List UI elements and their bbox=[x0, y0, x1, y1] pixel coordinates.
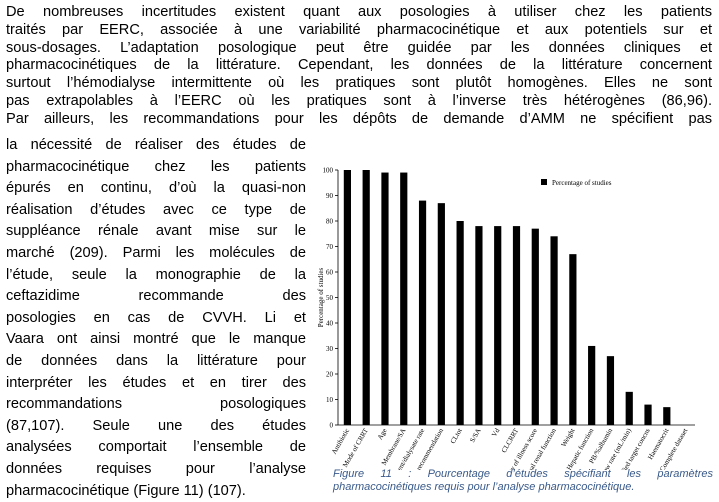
text-line: de données dans la littérature pour bbox=[6, 353, 306, 369]
legend-swatch bbox=[541, 179, 547, 185]
bar bbox=[625, 391, 633, 425]
y-tick-label: 10 bbox=[326, 396, 334, 404]
text-line: marché (209). Parmi les molécules de bbox=[6, 245, 306, 261]
y-tick-label: 30 bbox=[326, 345, 334, 353]
text-line: pharmacocinétique chez les patients bbox=[6, 158, 306, 175]
x-tick-label: S/SA bbox=[468, 427, 482, 444]
bar bbox=[569, 254, 577, 425]
bar bbox=[456, 221, 464, 425]
text-line: traités par EERC, associée à une variabi… bbox=[6, 21, 712, 38]
bar bbox=[381, 172, 389, 425]
bar bbox=[418, 200, 427, 425]
y-tick-label: 0 bbox=[330, 422, 334, 430]
text-line: Par ailleurs, les recommandations pour l… bbox=[6, 110, 712, 127]
bar bbox=[606, 356, 615, 425]
x-tick-label: Age bbox=[376, 427, 389, 441]
bar bbox=[550, 236, 558, 425]
y-tick-label: 20 bbox=[326, 371, 334, 379]
text-line: la nécessité de réaliser des études de bbox=[6, 137, 306, 153]
text-line: pharmacocinétiques de la littérature. Ce… bbox=[6, 57, 712, 74]
y-axis-label: Percentage of studies bbox=[317, 267, 325, 327]
text-line: l’étude, seule la monographie de la bbox=[6, 266, 306, 283]
bar bbox=[512, 226, 521, 425]
y-tick-label: 90 bbox=[326, 192, 334, 200]
text-line: Vaara ont ainsi montré que le manque bbox=[6, 331, 306, 348]
text-line: réalisation d’études avec ce type de bbox=[6, 201, 306, 218]
text-line: pharmacocinétique (Figure 11) (107). bbox=[6, 482, 246, 499]
text-line: surtout l’hémodialyse intermittente où l… bbox=[6, 75, 712, 92]
text-line: analysées comportait l’ensemble de bbox=[6, 439, 306, 456]
bar bbox=[494, 226, 502, 425]
bar bbox=[475, 226, 483, 425]
x-tick-label: CLtot bbox=[449, 427, 464, 445]
chart: 0 10 20 30 40 50 60 70 80 90 100 Percentage of stud… bbox=[317, 167, 695, 470]
y-tick-label: 50 bbox=[326, 294, 334, 302]
y-tick-label: 80 bbox=[326, 218, 334, 226]
x-tick-label: CLCRRT bbox=[500, 426, 521, 454]
x-tick-label: Vd bbox=[490, 427, 501, 439]
x-tick-label: Weight bbox=[560, 427, 577, 448]
bar bbox=[362, 170, 370, 425]
text-line: suppléance rénale avant mise sur le bbox=[6, 223, 306, 240]
text-line: (87,107). Seule une des études bbox=[6, 417, 306, 434]
bar bbox=[663, 407, 671, 425]
text-line: recommandations posologiques bbox=[6, 396, 306, 413]
text-line: interpréter les études et en tirer des bbox=[6, 374, 306, 391]
text-line: sous-dosages. L’adaptation posologique p… bbox=[6, 39, 712, 56]
y-tick-label: 100 bbox=[323, 167, 334, 175]
figure-caption: Figure 11 : Pourcentage d’études spécifi… bbox=[333, 468, 713, 493]
bar bbox=[531, 228, 539, 425]
bar bbox=[644, 404, 652, 425]
text-line: épurés en continu, d’où la quasi-non bbox=[6, 180, 306, 197]
bar bbox=[343, 170, 351, 425]
legend-label: Percentage of studies bbox=[552, 179, 612, 187]
y-tick-label: 70 bbox=[326, 243, 334, 251]
text-line: posologies en cas de CVVH. Li et bbox=[6, 309, 306, 326]
y-tick-label: 60 bbox=[326, 269, 334, 277]
bar bbox=[400, 172, 408, 425]
bar bbox=[588, 345, 596, 425]
bar bbox=[437, 203, 445, 425]
text-line: ceftazidime recommande des bbox=[6, 288, 306, 305]
text-line: données requises pour l’analyse bbox=[6, 461, 306, 477]
text-line: De nombreuses incertitudes existent quan… bbox=[6, 4, 712, 20]
y-tick-label: 40 bbox=[326, 320, 334, 328]
text-line: pas extrapolables à l’EERC où les pratiq… bbox=[6, 93, 712, 109]
